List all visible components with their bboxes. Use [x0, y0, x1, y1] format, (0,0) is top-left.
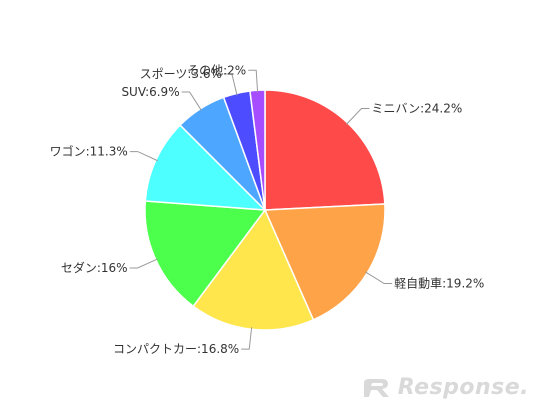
slice-label-5: SUV:6.9%: [121, 85, 179, 99]
leader-line-3: [129, 258, 158, 269]
slice-label-1: 軽自動車:19.2%: [394, 277, 484, 291]
leader-line-0: [345, 108, 370, 125]
watermark-text: Response.: [397, 375, 529, 400]
response-watermark: Response.: [362, 375, 529, 400]
pie-slice-0: [264, 89, 386, 211]
slice-label-4: ワゴン:11.3%: [50, 144, 128, 159]
slice-label-6: スポーツ:3.6%: [140, 67, 222, 81]
leader-line-7: [248, 69, 259, 93]
leader-line-5: [181, 91, 202, 111]
slice-label-0: ミニバン:24.2%: [371, 102, 462, 116]
slice-label-7: その他:2%: [187, 63, 246, 77]
leader-line-4: [129, 151, 158, 162]
slice-label-2: コンパクトカー:16.8%: [113, 342, 239, 356]
response-logo-icon: [363, 378, 389, 397]
slice-label-3: セダン:16%: [61, 260, 128, 275]
leader-line-2: [241, 327, 253, 350]
leader-line-1: [365, 271, 393, 285]
leader-line-6: [223, 73, 238, 96]
